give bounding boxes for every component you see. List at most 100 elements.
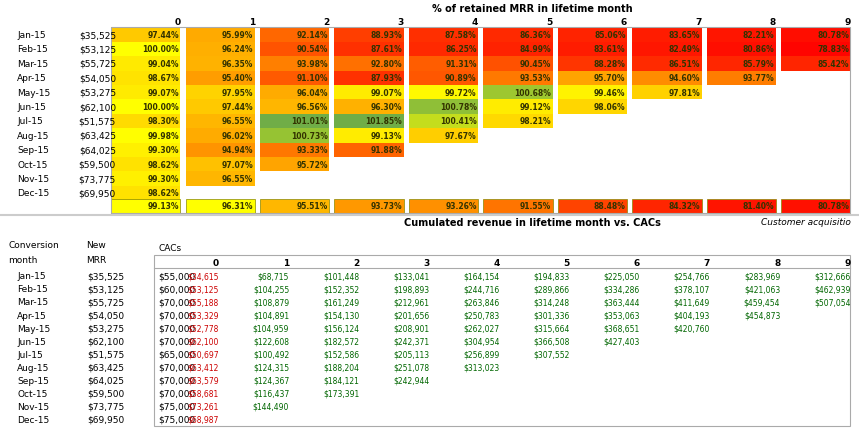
Text: 4: 4 [493, 259, 500, 268]
Bar [186, 143, 255, 157]
Text: $73,261: $73,261 [187, 402, 219, 411]
Text: month: month [9, 256, 38, 265]
Text: 0: 0 [174, 18, 180, 27]
Bar [260, 57, 329, 71]
Text: $64,025: $64,025 [88, 376, 125, 385]
Text: 80.78%: 80.78% [817, 31, 849, 40]
Text: $188,204: $188,204 [323, 363, 359, 372]
Bar [334, 100, 404, 114]
Text: 96.24%: 96.24% [222, 45, 253, 54]
Bar [186, 100, 255, 114]
Bar [557, 199, 627, 214]
Bar [707, 57, 776, 71]
Bar [260, 71, 329, 86]
Text: 98.67%: 98.67% [147, 74, 179, 83]
Text: Mar-15: Mar-15 [17, 298, 48, 307]
Text: $63,579: $63,579 [187, 376, 219, 385]
Text: 9: 9 [844, 259, 850, 268]
Bar [707, 71, 776, 86]
Text: Jul-15: Jul-15 [17, 117, 43, 126]
Text: 101.01%: 101.01% [291, 117, 328, 126]
Text: 100.78%: 100.78% [440, 103, 477, 112]
Text: 78.83%: 78.83% [817, 45, 849, 54]
Text: 98.21%: 98.21% [520, 117, 551, 126]
Text: 97.67%: 97.67% [445, 132, 477, 141]
Text: Cumulated revenue in lifetime month vs. CACs: Cumulated revenue in lifetime month vs. … [404, 217, 661, 227]
Text: 93.77%: 93.77% [743, 74, 775, 83]
Bar [186, 172, 255, 186]
Text: $54,050: $54,050 [88, 311, 125, 320]
Text: New: New [86, 241, 106, 250]
Text: 99.12%: 99.12% [520, 103, 551, 112]
Bar [781, 199, 850, 214]
Bar [111, 28, 850, 214]
Text: MRR: MRR [86, 256, 107, 265]
Bar [334, 71, 404, 86]
Text: 92.14%: 92.14% [296, 31, 328, 40]
Text: May-15: May-15 [17, 324, 51, 333]
Text: 91.88%: 91.88% [370, 146, 402, 155]
Text: 86.36%: 86.36% [520, 31, 551, 40]
Text: 4: 4 [472, 18, 478, 27]
Bar [409, 114, 478, 129]
Text: Jun-15: Jun-15 [17, 337, 46, 346]
Text: 99.72%: 99.72% [445, 89, 477, 98]
Bar [154, 255, 850, 426]
Bar [111, 100, 180, 114]
Text: % of retained MRR in lifetime month: % of retained MRR in lifetime month [432, 4, 633, 14]
Text: 81.40%: 81.40% [743, 202, 775, 211]
Text: $427,403: $427,403 [604, 337, 640, 346]
Text: 1: 1 [248, 18, 255, 27]
Bar [111, 28, 180, 43]
Text: Nov-15: Nov-15 [17, 175, 49, 184]
Text: $62,100: $62,100 [187, 337, 219, 346]
Text: Jul-15: Jul-15 [17, 350, 43, 359]
Text: 99.30%: 99.30% [148, 146, 179, 155]
Text: 97.44%: 97.44% [222, 103, 253, 112]
Text: 8: 8 [770, 18, 776, 27]
Text: $51,575: $51,575 [79, 117, 116, 126]
Text: 100.68%: 100.68% [515, 89, 551, 98]
Bar [632, 71, 702, 86]
Text: 96.04%: 96.04% [296, 89, 328, 98]
Text: $242,371: $242,371 [393, 337, 430, 346]
Text: $50,697: $50,697 [187, 350, 219, 359]
Bar [111, 199, 180, 214]
Text: $75,000: $75,000 [159, 415, 196, 424]
Bar [260, 114, 329, 129]
Text: $283,969: $283,969 [744, 272, 780, 281]
Bar [260, 43, 329, 57]
Text: 93.73%: 93.73% [370, 202, 402, 211]
Text: $55,000: $55,000 [159, 272, 196, 281]
Bar [409, 57, 478, 71]
Text: 82.49%: 82.49% [668, 45, 700, 54]
Text: 8: 8 [774, 259, 780, 268]
Text: $198,893: $198,893 [393, 285, 430, 294]
Text: $108,879: $108,879 [253, 298, 289, 307]
Text: 97.95%: 97.95% [222, 89, 253, 98]
Text: $53,275: $53,275 [88, 324, 125, 333]
Text: Apr-15: Apr-15 [17, 311, 47, 320]
Bar [334, 129, 404, 143]
Text: 9: 9 [844, 18, 850, 27]
Text: $173,391: $173,391 [323, 389, 359, 398]
Text: $315,664: $315,664 [533, 324, 570, 333]
Text: CACs: CACs [159, 244, 182, 253]
Text: $312,666: $312,666 [814, 272, 850, 281]
Bar [186, 114, 255, 129]
Bar [111, 143, 180, 157]
Text: $462,939: $462,939 [814, 285, 850, 294]
Text: $454,873: $454,873 [744, 311, 780, 320]
Text: 96.02%: 96.02% [222, 132, 253, 141]
Text: 99.13%: 99.13% [148, 202, 179, 211]
Bar [484, 43, 552, 57]
Bar [111, 57, 180, 71]
Text: Dec-15: Dec-15 [17, 189, 50, 198]
Text: $63,425: $63,425 [88, 363, 125, 372]
Text: $366,508: $366,508 [533, 337, 570, 346]
Text: $154,130: $154,130 [323, 311, 359, 320]
Text: 90.89%: 90.89% [445, 74, 477, 83]
Text: Aug-15: Aug-15 [17, 132, 50, 141]
Text: $73,775: $73,775 [88, 402, 125, 411]
Text: Sep-15: Sep-15 [17, 146, 49, 155]
